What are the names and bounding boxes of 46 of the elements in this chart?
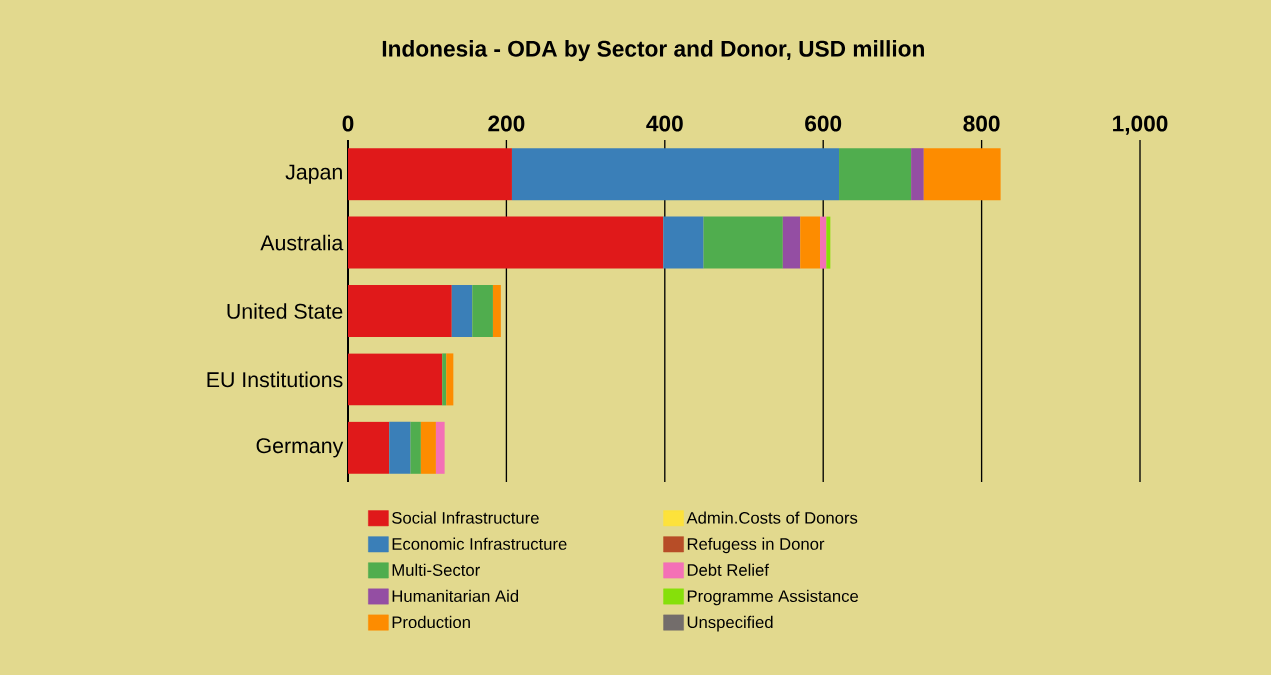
legend-label: Multi-Sector	[392, 563, 480, 576]
legend-label: Refugess in Donor	[687, 537, 825, 554]
legend-label: Production	[392, 615, 470, 629]
x-tick-label: 400	[646, 115, 683, 132]
bar	[410, 421, 421, 474]
legend-label: Humanitarian Aid	[392, 589, 519, 603]
bar	[348, 421, 390, 474]
bar	[839, 148, 912, 201]
bar	[348, 216, 664, 269]
x-tick-label: 200	[488, 115, 525, 132]
bar	[923, 148, 1001, 201]
legend-label: Programme Assistance	[687, 589, 859, 606]
bar	[911, 148, 924, 201]
bar	[782, 216, 801, 269]
bar	[511, 148, 840, 201]
x-tick-label: 600	[805, 115, 842, 132]
legend-label: Economic Infrastructure	[392, 537, 567, 550]
legend-label: Debt Relief	[687, 563, 769, 576]
y-tick-label: EU Institutions	[207, 371, 343, 388]
y-tick-label: Australia	[260, 234, 344, 251]
bar	[348, 148, 512, 201]
y-tick-label: Japan	[285, 164, 342, 184]
y-tick-label: United State	[227, 303, 343, 319]
chart-title: Indonesia - ODA by Sector and Donor, USD million	[382, 40, 924, 62]
bar	[435, 421, 445, 474]
bar	[348, 285, 452, 337]
bar	[472, 285, 493, 337]
y-tick-label: Germany	[256, 438, 344, 458]
bar	[820, 216, 827, 269]
bar	[420, 421, 436, 474]
bar	[389, 421, 411, 474]
bar	[442, 353, 447, 406]
bar	[826, 216, 831, 269]
bar	[451, 285, 473, 337]
legend-label: Social Infrastructure	[392, 511, 539, 524]
x-tick-label: 1,000	[1113, 115, 1168, 135]
legend-label: Admin.Costs of Donors	[686, 511, 858, 524]
bar	[446, 353, 454, 406]
bar	[703, 216, 783, 269]
bar	[348, 353, 443, 406]
x-tick-label: 800	[963, 115, 1000, 132]
x-tick-label: 0	[342, 115, 354, 132]
bar	[492, 285, 501, 337]
legend-label: Unspecified	[687, 615, 773, 632]
bar	[663, 216, 704, 269]
bar	[800, 216, 821, 269]
